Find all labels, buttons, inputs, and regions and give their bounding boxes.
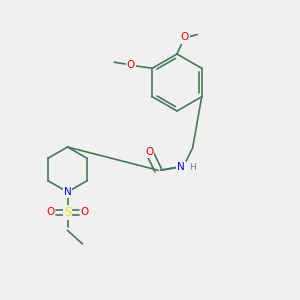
Text: O: O [46, 207, 54, 218]
Text: N: N [64, 187, 71, 197]
Text: O: O [180, 32, 189, 43]
Text: O: O [81, 207, 89, 218]
Text: N: N [177, 162, 184, 172]
Text: S: S [64, 206, 71, 219]
Text: O: O [127, 60, 135, 70]
Text: H: H [189, 163, 196, 172]
Text: O: O [145, 147, 153, 157]
